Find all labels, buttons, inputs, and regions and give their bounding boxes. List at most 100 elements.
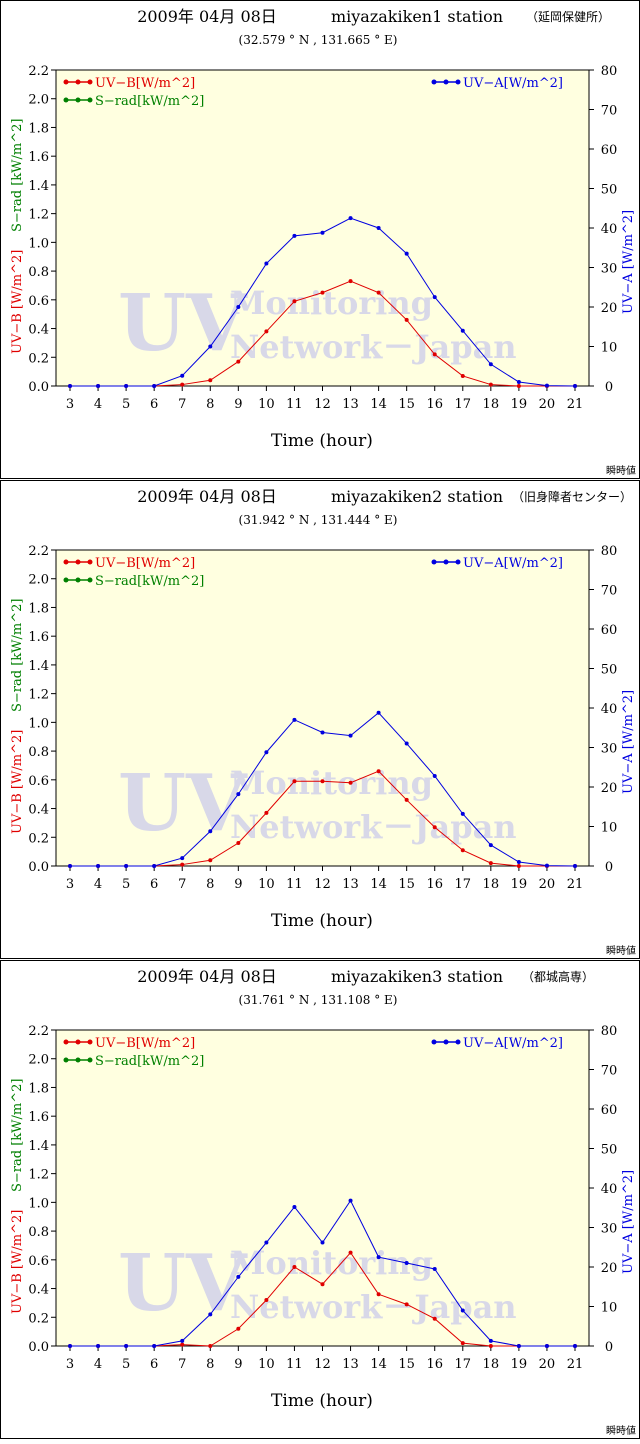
y-left-tick-label: 1.8: [28, 601, 49, 616]
x-tick-label: 18: [483, 877, 500, 892]
y-right-tick-label: 30: [601, 1222, 618, 1237]
legend-srad: S−rad[kW/m^2]: [63, 1054, 204, 1069]
x-tick-label: 10: [258, 877, 275, 892]
data-point-uva: [96, 864, 101, 868]
x-tick-label: 20: [539, 1357, 556, 1372]
legend-srad: S−rad[kW/m^2]: [63, 574, 204, 589]
watermark-uv: UV: [118, 758, 248, 849]
data-point-uvb: [460, 848, 465, 853]
x-tick-label: 20: [539, 397, 556, 412]
data-point-uva: [432, 295, 437, 300]
data-point-uvb: [404, 1302, 409, 1307]
legend-srad-dot: [75, 1057, 81, 1063]
data-point-uvb: [236, 841, 241, 846]
x-tick-label: 11: [286, 1357, 303, 1372]
data-point-uva: [460, 811, 465, 816]
x-tick-label: 8: [206, 1357, 214, 1372]
legend-srad-label: S−rad[kW/m^2]: [95, 94, 204, 109]
watermark-uv: UV: [118, 278, 248, 369]
y-right-tick-label: 0: [605, 380, 613, 395]
x-tick-label: 5: [122, 1357, 130, 1372]
data-point-uva: [376, 710, 381, 715]
data-point-uva: [124, 384, 129, 388]
legend: UV−B[W/m^2] S−rad[kW/m^2] UV−A[W/m^2]: [63, 556, 563, 589]
x-tick-label: 16: [426, 397, 443, 412]
y-right-tick-label: 20: [601, 301, 618, 316]
x-tick-label: 17: [455, 397, 472, 412]
y-right-tick-label: 50: [601, 663, 618, 678]
data-point-uvb: [208, 858, 213, 863]
data-point-uvb: [208, 1344, 213, 1348]
series-layer: [68, 216, 577, 388]
y-right-tick-label: 10: [601, 341, 618, 356]
y-axis-label-uvb: UV−B [W/m^2]: [10, 250, 25, 354]
data-point-uva: [124, 1344, 129, 1348]
y-axis-label-uva: UV−A [W/m^2]: [621, 210, 636, 314]
x-tick-label: 15: [398, 397, 415, 412]
legend-uva-dot: [455, 559, 461, 565]
data-point-uva: [236, 792, 241, 797]
legend: UV−B[W/m^2] S−rad[kW/m^2] UV−A[W/m^2]: [63, 1036, 563, 1069]
y-left-tick-label: 2.2: [28, 1024, 49, 1039]
data-point-uvb: [516, 384, 521, 388]
data-point-uva: [96, 1344, 101, 1348]
x-tick-label: 10: [258, 397, 275, 412]
data-point-uva: [236, 305, 241, 309]
place-text: （都城高専）: [522, 969, 594, 984]
legend-uva-label: UV−A[W/m^2]: [463, 76, 563, 91]
y-right-tick-label: 70: [601, 104, 618, 119]
x-tick-label: 16: [426, 877, 443, 892]
y-right-tick-label: 80: [601, 544, 618, 559]
x-tick-label: 17: [455, 1357, 472, 1372]
data-point-uvb: [404, 797, 409, 802]
y-right-tick-label: 80: [601, 64, 618, 79]
legend-uvb: UV−B[W/m^2]: [63, 1036, 195, 1051]
data-point-uva: [376, 1255, 381, 1260]
data-point-uvb: [320, 1282, 325, 1287]
y-right-tick-label: 40: [601, 1182, 618, 1197]
legend-uvb: UV−B[W/m^2]: [63, 556, 195, 571]
data-point-uvb: [236, 1326, 241, 1331]
y-right-tick-label: 0: [605, 860, 613, 875]
data-point-uvb: [376, 290, 381, 295]
legend-uva-label: UV−A[W/m^2]: [463, 556, 563, 571]
data-point-uvb: [460, 1341, 465, 1346]
x-tick-label: 4: [94, 397, 102, 412]
data-point-uva: [348, 1198, 353, 1203]
data-point-uva: [404, 741, 409, 746]
data-point-uva: [180, 1338, 185, 1343]
series-layer: [68, 710, 577, 868]
station-text: miyazakiken2 station: [331, 487, 503, 506]
legend-srad-dot: [87, 97, 93, 103]
y-axis-label-srad: S−rad [kW/m^2]: [10, 1079, 25, 1192]
axis-ticks: 3 4 5 6 7 8 9 10 11 12 13 14 15 16 17 18 19 20 21 0.0 0.2 0.4…: [28, 64, 617, 412]
y-axis-label-srad: S−rad [kW/m^2]: [10, 119, 25, 232]
legend-uvb-dot: [75, 79, 81, 85]
y-left-tick-label: 0.2: [28, 1311, 49, 1326]
y-right-tick-label: 70: [601, 584, 618, 599]
y-left-tick-label: 1.6: [28, 1110, 49, 1125]
data-point-uva: [404, 251, 409, 256]
y-axis-label-srad: S−rad [kW/m^2]: [10, 599, 25, 712]
legend-uvb-label: UV−B[W/m^2]: [95, 76, 195, 91]
x-tick-label: 9: [234, 397, 242, 412]
x-tick-label: 13: [342, 397, 359, 412]
data-point-uva: [152, 1344, 157, 1348]
data-point-uva: [264, 261, 269, 266]
data-point-uvb: [320, 779, 325, 784]
x-tick-label: 7: [178, 397, 186, 412]
data-point-uva: [68, 1344, 72, 1348]
y-left-tick-label: 2.2: [28, 544, 49, 559]
x-tick-label: 13: [342, 877, 359, 892]
y-left-tick-label: 0.0: [28, 1340, 49, 1355]
data-point-uva: [292, 717, 297, 722]
y-left-tick-label: 0.8: [28, 1225, 49, 1240]
data-point-uvb: [516, 864, 521, 868]
x-tick-label: 8: [206, 397, 214, 412]
data-point-uva: [544, 383, 549, 388]
data-point-uvb: [292, 1265, 297, 1269]
data-point-uva: [573, 1344, 577, 1348]
legend: UV−B[W/m^2] S−rad[kW/m^2] UV−A[W/m^2]: [63, 76, 563, 109]
data-point-uva: [573, 384, 577, 388]
legend-uvb-dot: [87, 559, 93, 565]
